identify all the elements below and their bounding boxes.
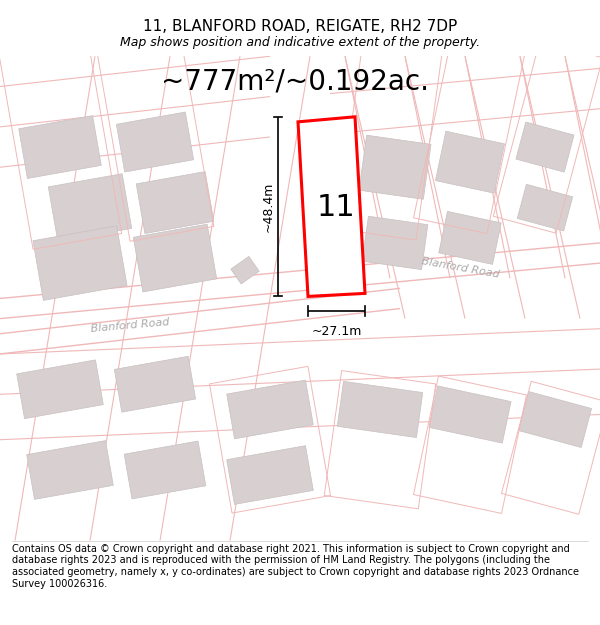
Polygon shape — [337, 381, 423, 438]
Polygon shape — [133, 224, 217, 292]
Polygon shape — [17, 360, 103, 419]
Polygon shape — [298, 117, 365, 296]
Polygon shape — [227, 446, 313, 504]
Polygon shape — [116, 112, 194, 172]
Polygon shape — [231, 256, 259, 284]
Text: Contains OS data © Crown copyright and database right 2021. This information is : Contains OS data © Crown copyright and d… — [12, 544, 579, 589]
Polygon shape — [19, 116, 101, 179]
Text: 11: 11 — [317, 192, 356, 222]
Text: Map shows position and indicative extent of the property.: Map shows position and indicative extent… — [120, 36, 480, 49]
Text: 11, BLANFORD ROAD, REIGATE, RH2 7DP: 11, BLANFORD ROAD, REIGATE, RH2 7DP — [143, 19, 457, 34]
Polygon shape — [124, 441, 206, 499]
Polygon shape — [518, 391, 592, 448]
Polygon shape — [227, 380, 313, 439]
Polygon shape — [516, 122, 574, 172]
Polygon shape — [27, 441, 113, 499]
Polygon shape — [436, 131, 505, 193]
Polygon shape — [48, 174, 132, 241]
Text: Blanford Road: Blanford Road — [90, 318, 170, 334]
Polygon shape — [115, 356, 196, 412]
Text: ~27.1m: ~27.1m — [311, 324, 362, 338]
Text: ~777m²/~0.192ac.: ~777m²/~0.192ac. — [161, 68, 429, 96]
Polygon shape — [359, 135, 431, 199]
Polygon shape — [439, 211, 501, 264]
Polygon shape — [33, 226, 127, 301]
Polygon shape — [429, 386, 511, 443]
Text: Blanford Road: Blanford Road — [420, 256, 500, 280]
Polygon shape — [136, 172, 214, 234]
Polygon shape — [517, 184, 573, 231]
Text: ~48.4m: ~48.4m — [262, 181, 275, 232]
Polygon shape — [362, 216, 428, 269]
